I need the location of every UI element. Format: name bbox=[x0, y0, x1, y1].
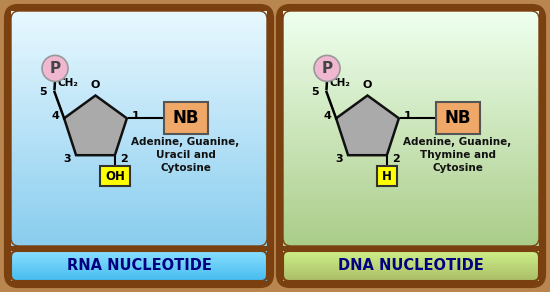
Text: 1: 1 bbox=[132, 111, 140, 121]
FancyBboxPatch shape bbox=[163, 102, 207, 134]
Text: H: H bbox=[382, 170, 392, 183]
Polygon shape bbox=[64, 95, 127, 155]
Text: O: O bbox=[363, 81, 372, 91]
Text: 5: 5 bbox=[39, 87, 47, 97]
Text: 5: 5 bbox=[311, 87, 318, 97]
Text: O: O bbox=[91, 81, 100, 91]
Text: Adenine, Guanine,
Thymine and
Cytosine: Adenine, Guanine, Thymine and Cytosine bbox=[404, 137, 512, 173]
Text: P: P bbox=[321, 61, 333, 76]
Text: 2: 2 bbox=[392, 154, 400, 164]
Text: 2: 2 bbox=[120, 154, 128, 164]
Circle shape bbox=[42, 55, 68, 81]
Text: OH: OH bbox=[105, 170, 125, 183]
FancyBboxPatch shape bbox=[6, 6, 272, 286]
Text: 3: 3 bbox=[63, 154, 71, 164]
FancyBboxPatch shape bbox=[100, 166, 130, 186]
Text: 3: 3 bbox=[336, 154, 343, 164]
Text: CH₂: CH₂ bbox=[58, 78, 79, 88]
Text: P: P bbox=[50, 61, 60, 76]
Text: RNA NUCLEOTIDE: RNA NUCLEOTIDE bbox=[67, 258, 211, 274]
Text: NB: NB bbox=[172, 109, 199, 127]
Text: CH₂: CH₂ bbox=[329, 78, 350, 88]
Text: DNA NUCLEOTIDE: DNA NUCLEOTIDE bbox=[338, 258, 484, 274]
FancyBboxPatch shape bbox=[377, 166, 397, 186]
FancyBboxPatch shape bbox=[278, 6, 544, 286]
Text: 1: 1 bbox=[404, 111, 412, 121]
Text: Adenine, Guanine,
Uracil and
Cytosine: Adenine, Guanine, Uracil and Cytosine bbox=[131, 137, 240, 173]
FancyBboxPatch shape bbox=[436, 102, 480, 134]
Text: 4: 4 bbox=[323, 111, 331, 121]
Text: NB: NB bbox=[444, 109, 471, 127]
Polygon shape bbox=[336, 95, 399, 155]
Text: 4: 4 bbox=[51, 111, 59, 121]
Circle shape bbox=[314, 55, 340, 81]
